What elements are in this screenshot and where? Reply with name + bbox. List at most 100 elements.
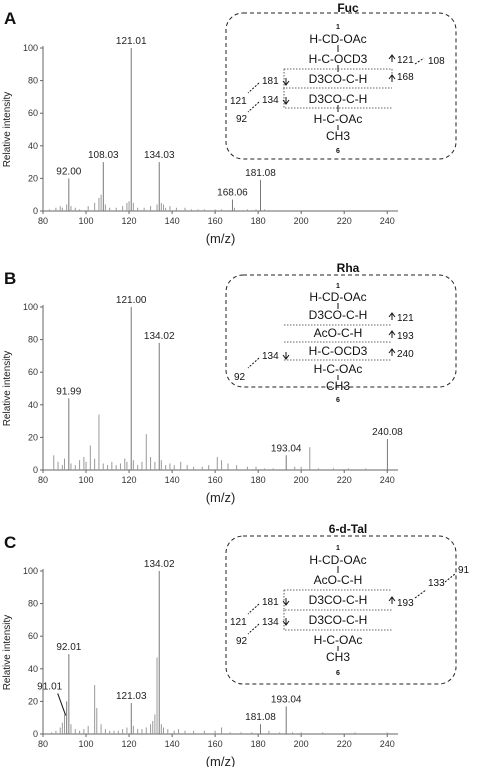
peak-label: 91.01 <box>37 681 62 692</box>
arrow-down-icon <box>282 620 290 626</box>
leader-line <box>57 693 67 716</box>
peak-label: 134.02 <box>144 331 175 342</box>
panel-b: B 0 20 40 60 80 100 80 100 120 140 160 180 200 220 240… <box>2 261 457 505</box>
x-tick-label: 220 <box>337 475 352 485</box>
x-axis-title: (m/z) <box>206 231 236 246</box>
arrow-down-icon <box>282 80 290 86</box>
c3-row: AcO-C-H <box>314 326 363 340</box>
panel-letter: B <box>4 269 16 288</box>
peak-label: 181.08 <box>245 712 276 723</box>
structure-box: Fuc 1 H-CD-OAc H-C-OCD3 D3CO-C-H D3CO-C-… <box>225 1 457 160</box>
x-tick-label: 200 <box>294 739 309 749</box>
fragment-label: 134 <box>262 351 279 362</box>
y-axis-title: Relative intensity <box>2 615 13 691</box>
c4-row: D3CO-C-H <box>309 92 368 106</box>
x-tick-label: 120 <box>122 216 137 226</box>
peak-label: 91.99 <box>56 386 81 397</box>
c3-row: D3CO-C-H <box>309 72 368 86</box>
peak-label: 108.03 <box>88 150 119 161</box>
fragment-label: 193 <box>397 598 414 609</box>
y-tick-label: 0 <box>33 206 38 216</box>
spectrum-plot: 0 20 40 60 80 100 80 100 120 140 160 180 200 220 240 Re… <box>2 295 403 505</box>
carbon-1-number: 1 <box>336 283 340 290</box>
peak-label: 92.01 <box>56 642 81 653</box>
c2-row: AcO-C-H <box>314 573 363 587</box>
peak-label: 240.08 <box>372 427 403 438</box>
peak-label: 168.06 <box>217 188 248 199</box>
x-tick-label: 200 <box>294 216 309 226</box>
y-tick-label: 60 <box>28 367 38 377</box>
c1-row: H-CD-OAc <box>309 553 366 567</box>
fragment-label: 92 <box>236 636 248 647</box>
c6-row: CH3 <box>326 129 350 143</box>
c1-row: H-CD-OAc <box>309 32 366 46</box>
carbon-1-number: 1 <box>336 545 340 552</box>
arrow-up-icon <box>388 596 396 602</box>
x-tick-label: 200 <box>294 475 309 485</box>
y-tick-label: 100 <box>23 43 38 53</box>
peak-label: 121.03 <box>116 691 147 702</box>
x-tick-label: 220 <box>337 216 352 226</box>
sugar-name: Fuc <box>337 1 359 15</box>
x-tick-label: 100 <box>79 216 94 226</box>
sugar-name: Rha <box>337 261 360 275</box>
fragment-label: 121 <box>230 617 247 628</box>
x-tick-label: 80 <box>38 739 48 749</box>
carbon-6-number: 6 <box>336 397 340 404</box>
c6-row: CH3 <box>326 650 350 664</box>
x-tick-label: 180 <box>251 216 266 226</box>
spectrum-plot: 0 20 40 60 80 100 80 100 120 140 160 180 200 220 240 Re… <box>2 559 398 767</box>
structure-frame <box>225 12 457 160</box>
carbon-6-number: 6 <box>336 670 340 677</box>
x-tick-label: 140 <box>165 739 180 749</box>
x-tick-label: 120 <box>122 475 137 485</box>
sugar-name: 6-d-Tal <box>329 522 367 536</box>
structure-box: 6-d-Tal 1 H-CD-OAc AcO-C-H D3CO-C-H D3CO… <box>225 522 470 685</box>
c4-row: D3CO-C-H <box>309 613 368 627</box>
panel-letter: A <box>4 9 16 28</box>
y-tick-label: 100 <box>23 302 38 312</box>
arrow-up-icon <box>388 54 396 60</box>
peak-label: 134.02 <box>144 559 175 570</box>
fragment-label: 92 <box>234 372 246 383</box>
peak-label: 193.04 <box>271 694 302 705</box>
fragment-label: 240 <box>397 349 414 360</box>
c3-row: D3CO-C-H <box>309 593 368 607</box>
c1-row: H-CD-OAc <box>309 290 366 304</box>
fragment-label: 168 <box>397 72 414 83</box>
cleavage-line <box>283 590 392 611</box>
y-tick-label: 0 <box>33 729 38 739</box>
y-tick-label: 40 <box>28 141 38 151</box>
c2-row: H-C-OCD3 <box>309 52 368 66</box>
y-tick-label: 20 <box>28 696 38 706</box>
x-tick-label: 160 <box>208 475 223 485</box>
x-axis-title: (m/z) <box>206 754 236 767</box>
x-tick-label: 180 <box>251 475 266 485</box>
arrow-icon <box>247 603 260 615</box>
spectrum-plot: 0 20 40 60 80 100 80 100 120 140 160 180 200 220 240 Re… <box>2 36 398 246</box>
structure-frame <box>225 535 457 685</box>
y-tick-label: 40 <box>28 664 38 674</box>
peak-label: 121.00 <box>116 295 147 306</box>
arrow-icon <box>247 357 260 369</box>
x-tick-label: 80 <box>38 475 48 485</box>
cleavage-line <box>283 610 392 631</box>
panel-c: C 0 20 40 60 80 100 80 100 120 140 160 180 200 220 240… <box>2 522 470 767</box>
x-tick-label: 220 <box>337 739 352 749</box>
arrow-icon <box>414 57 425 65</box>
x-tick-label: 120 <box>122 739 137 749</box>
c6-row: CH3 <box>326 379 350 393</box>
x-tick-label: 80 <box>38 216 48 226</box>
fragment-label: 91 <box>458 565 470 576</box>
arrow-up-icon <box>388 74 396 80</box>
y-tick-label: 80 <box>28 599 38 609</box>
x-tick-label: 100 <box>79 739 94 749</box>
fragment-label: 193 <box>397 331 414 342</box>
x-tick-label: 240 <box>380 216 395 226</box>
fragment-label: 121 <box>230 96 247 107</box>
fragment-label: 181 <box>262 76 279 87</box>
arrow-up-icon <box>388 330 396 336</box>
arrow-down-icon <box>282 354 290 360</box>
fragment-label: 134 <box>262 617 279 628</box>
